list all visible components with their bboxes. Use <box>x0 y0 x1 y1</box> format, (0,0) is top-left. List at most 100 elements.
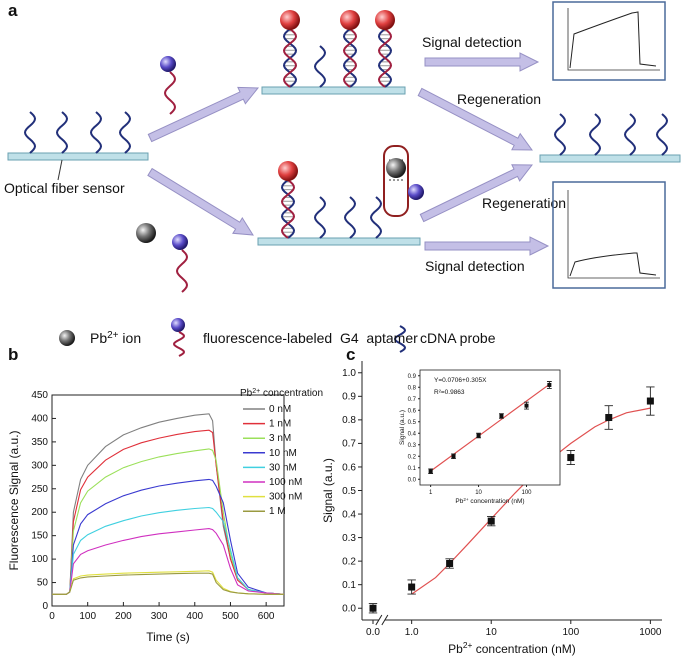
mini-plot-axis <box>567 8 660 71</box>
point <box>487 517 495 525</box>
probe <box>655 113 669 156</box>
y-tick-label: 400 <box>31 413 48 424</box>
arrow <box>147 86 260 143</box>
axis-break <box>375 614 383 626</box>
probe <box>172 331 186 357</box>
x-axis-label-part: concentration (nM) <box>472 642 575 656</box>
x-axis-label: Pb2+ concentration (nM) <box>455 497 524 506</box>
helix-strand <box>282 28 298 88</box>
y-tick-label: 250 <box>31 484 48 495</box>
regeneration-label: Regeneration <box>457 91 541 107</box>
point <box>369 604 377 612</box>
y-tick-label: 1.0 <box>342 368 356 379</box>
lead-ion <box>136 223 156 243</box>
y-axis-label: Signal (a.u.) <box>399 410 406 445</box>
arrow <box>147 167 254 236</box>
y-tick-label: 50 <box>37 578 49 589</box>
y-tick-label: 0.2 <box>408 454 417 460</box>
fiber-sensor <box>7 152 149 161</box>
fit-line <box>430 383 550 472</box>
arrow <box>417 87 533 151</box>
point <box>428 469 433 474</box>
label-dye <box>172 234 188 250</box>
plot-frame <box>51 394 285 607</box>
y-tick-label: 300 <box>31 460 48 471</box>
y-tick-label: 0.0 <box>408 477 417 483</box>
fiber-sensor <box>539 154 681 163</box>
probe <box>118 111 132 154</box>
arrow <box>419 164 534 223</box>
axis-break <box>381 614 389 626</box>
x-axis-label-part: 2+ <box>463 640 473 650</box>
mini-plot-curve <box>569 252 657 277</box>
y-tick-label: 100 <box>31 554 48 565</box>
y-tick-label: 0.5 <box>408 420 417 426</box>
x-axis-label: Pb2+ concentration (nM) <box>448 640 576 656</box>
legend-label: 1 nM <box>269 419 291 430</box>
fluorophore <box>278 161 298 181</box>
y-tick-label: 0.6 <box>408 408 417 414</box>
y-tick-label: 0.8 <box>342 415 356 426</box>
series-line <box>52 572 284 595</box>
label-dye <box>160 56 176 72</box>
mini-plot-frame <box>552 181 666 289</box>
x-tick-label: 200 <box>115 611 132 622</box>
legend-text: fluorescence-labeled G4 aptamer <box>203 330 418 346</box>
fiber-sensor <box>261 86 406 95</box>
x-tick-label: 1.0 <box>405 627 419 638</box>
y-tick-label: 0.4 <box>408 431 417 437</box>
series-line <box>52 506 285 595</box>
legend-text-part: 2+ <box>107 330 119 341</box>
signal-detection-label: Signal detection <box>425 258 525 274</box>
legend-label: 10 nM <box>269 448 297 459</box>
probe <box>343 196 357 239</box>
y-tick-label: 0.3 <box>342 533 356 544</box>
panel-label: b <box>8 345 18 364</box>
probe <box>55 111 69 154</box>
point <box>408 583 416 591</box>
x-tick-label: 500 <box>222 611 239 622</box>
y-axis-label: Fluorescence Signal (a.u.) <box>7 430 21 570</box>
y-tick-label: 0.9 <box>408 374 417 380</box>
sensor-label: Optical fiber sensor <box>4 180 125 196</box>
g-quadruplex <box>383 145 409 217</box>
probe <box>23 111 37 154</box>
x-axis-label-part: concentration (nM) <box>469 498 525 505</box>
probe <box>313 196 327 239</box>
legend-title-part: concentration <box>260 388 323 399</box>
x-tick-label: 100 <box>562 627 579 638</box>
series-line <box>52 413 285 595</box>
legend-label: 3 nM <box>269 433 291 444</box>
y-tick-label: 0.6 <box>342 462 356 473</box>
y-tick-label: 0.4 <box>342 509 356 520</box>
annotation: Y=0.0706+0.305X <box>434 377 487 384</box>
panel-label: a <box>8 1 18 20</box>
series-line <box>52 528 285 595</box>
x-tick-label: 100 <box>79 611 96 622</box>
mini-plot-frame <box>552 1 666 81</box>
x-tick-label: 600 <box>258 611 275 622</box>
probe <box>175 249 189 293</box>
schematic <box>7 10 681 357</box>
y-tick-label: 0.1 <box>408 466 417 472</box>
probe <box>313 45 327 88</box>
probe <box>393 325 407 353</box>
x-axis-label-part: 2+ <box>463 497 469 502</box>
label-dye <box>408 184 424 200</box>
panel-label: c <box>346 345 355 364</box>
probe <box>89 111 103 154</box>
arrow <box>424 52 540 72</box>
x-tick-label: 300 <box>151 611 168 622</box>
point <box>567 454 575 462</box>
fluorophore <box>340 10 360 30</box>
y-tick-label: 0.8 <box>408 385 417 391</box>
probe <box>369 196 383 239</box>
point <box>547 382 552 387</box>
y-tick-label: 0.0 <box>342 604 356 615</box>
y-tick-label: 450 <box>31 390 48 401</box>
y-tick-label: 150 <box>31 531 48 542</box>
regeneration-label: Regeneration <box>482 195 566 211</box>
helix-strand <box>377 28 393 88</box>
y-tick-label: 200 <box>31 507 48 518</box>
legend-text-part: Pb <box>90 330 107 346</box>
